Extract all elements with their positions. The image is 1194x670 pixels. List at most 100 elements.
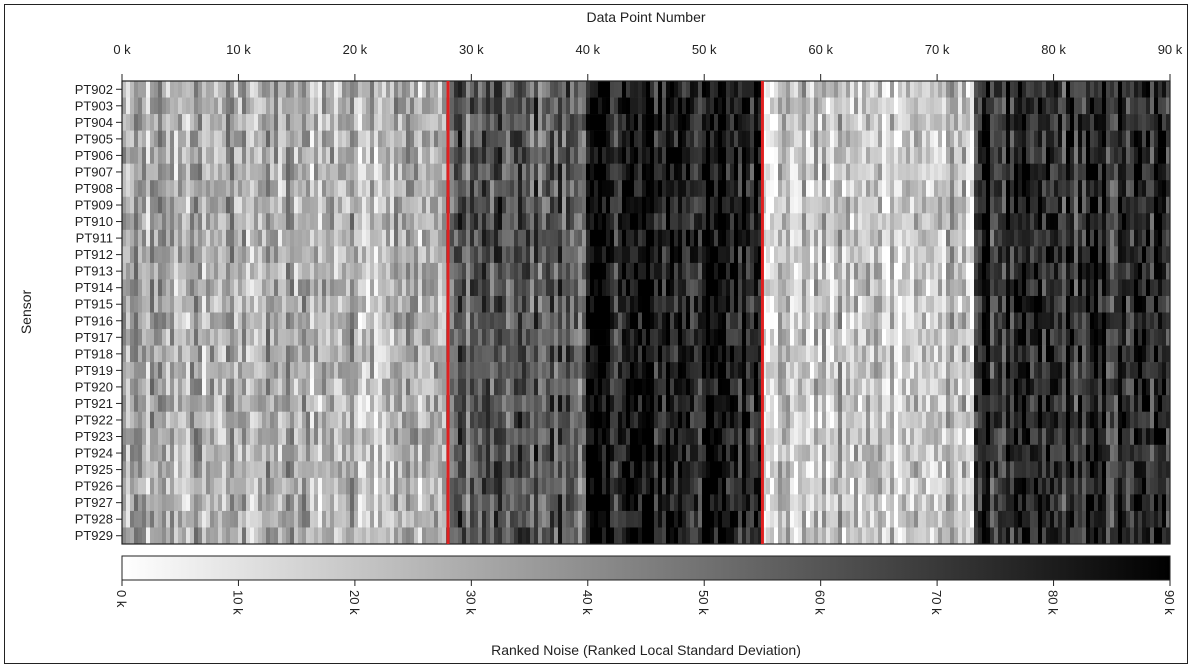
heatmap-cell (1086, 329, 1091, 346)
heatmap-cell (686, 97, 691, 115)
heatmap-cell (978, 246, 983, 264)
heatmap-cell (842, 147, 847, 164)
heatmap-cell (330, 81, 335, 98)
heatmap-cell (402, 329, 407, 346)
heatmap-cell (946, 362, 951, 379)
heatmap-cell (490, 229, 495, 247)
heatmap-cell (394, 229, 399, 247)
heatmap-cell (1118, 229, 1123, 247)
heatmap-cell (218, 196, 223, 214)
heatmap-cell (818, 246, 823, 264)
heatmap-cell (186, 262, 191, 280)
heatmap-cell (862, 312, 867, 330)
heatmap-cell (646, 262, 651, 280)
heatmap-cell (578, 229, 583, 247)
heatmap-cell (1138, 362, 1143, 379)
heatmap-cell (1082, 262, 1087, 280)
heatmap-cell (954, 147, 959, 164)
heatmap-cell (1126, 81, 1131, 98)
heatmap-cell (670, 295, 675, 313)
heatmap-cell (578, 345, 583, 363)
heatmap-cell (1046, 345, 1051, 363)
heatmap-cell (150, 345, 155, 363)
heatmap-cell (586, 163, 591, 181)
heatmap-cell (310, 180, 315, 198)
heatmap-cell (1018, 312, 1023, 330)
heatmap-cell (510, 81, 515, 98)
heatmap-cell (546, 147, 551, 164)
heatmap-cell (830, 295, 835, 313)
heatmap-cell (658, 295, 663, 313)
heatmap-cell (158, 345, 163, 363)
heatmap-cell (506, 81, 511, 98)
heatmap-cell (430, 163, 435, 181)
heatmap-cell (430, 114, 435, 131)
heatmap-cell (610, 130, 615, 148)
heatmap-cell (966, 279, 971, 297)
heatmap-cell (342, 130, 347, 148)
heatmap-cell (606, 97, 611, 115)
heatmap-cell (202, 81, 207, 98)
heatmap-cell (1134, 362, 1139, 379)
heatmap-cell (530, 362, 535, 379)
heatmap-cell (218, 180, 223, 198)
heatmap-cell (1018, 229, 1023, 247)
heatmap-cell (698, 114, 703, 131)
heatmap-cell (494, 246, 499, 264)
heatmap-cell (1022, 229, 1027, 247)
heatmap-cell (850, 114, 855, 131)
heatmap-cell (538, 147, 543, 164)
heatmap-cell (378, 147, 383, 164)
heatmap-cell (974, 163, 979, 181)
heatmap-cell (750, 213, 755, 231)
heatmap-cell (1118, 180, 1123, 198)
heatmap-cell (462, 213, 467, 231)
heatmap-cell (1166, 229, 1171, 247)
heatmap-cell (182, 130, 187, 148)
heatmap-cell (982, 262, 987, 280)
heatmap-cell (438, 329, 443, 346)
heatmap-cell (450, 130, 455, 148)
heatmap-cell (698, 229, 703, 247)
heatmap-cell (142, 163, 147, 181)
heatmap-cell (790, 295, 795, 313)
heatmap-cell (1158, 147, 1163, 164)
heatmap-cell (710, 378, 715, 396)
heatmap-cell (738, 97, 743, 115)
heatmap-cell (1094, 196, 1099, 214)
heatmap-cell (1014, 262, 1019, 280)
heatmap-cell (670, 345, 675, 363)
heatmap-cell (1062, 378, 1067, 396)
heatmap-cell (134, 81, 139, 98)
heatmap-cell (1022, 114, 1027, 131)
heatmap-cell (466, 262, 471, 280)
heatmap-cell (998, 180, 1003, 198)
heatmap-cell (846, 378, 851, 396)
heatmap-cell (162, 229, 167, 247)
heatmap-cell (1030, 196, 1035, 214)
heatmap-cell (862, 163, 867, 181)
heatmap-cell (1086, 213, 1091, 231)
heatmap-cell (1122, 362, 1127, 379)
heatmap-cell (314, 246, 319, 264)
heatmap-cell (506, 279, 511, 297)
heatmap-cell (990, 229, 995, 247)
heatmap-cell (278, 81, 283, 98)
heatmap-cell (166, 97, 171, 115)
heatmap-cell (790, 312, 795, 330)
heatmap-cell (454, 329, 459, 346)
heatmap-cell (258, 279, 263, 297)
heatmap-cell (402, 295, 407, 313)
heatmap-cell (122, 196, 127, 214)
heatmap-cell (254, 362, 259, 379)
heatmap-cell (470, 97, 475, 115)
heatmap-cell (442, 97, 447, 115)
heatmap-cell (130, 196, 135, 214)
heatmap-cell (1094, 246, 1099, 264)
heatmap-cell (1166, 163, 1171, 181)
heatmap-cell (718, 163, 723, 181)
heatmap-cell (366, 81, 371, 98)
heatmap-cell (330, 362, 335, 379)
heatmap-cell (654, 163, 659, 181)
heatmap-cell (318, 147, 323, 164)
